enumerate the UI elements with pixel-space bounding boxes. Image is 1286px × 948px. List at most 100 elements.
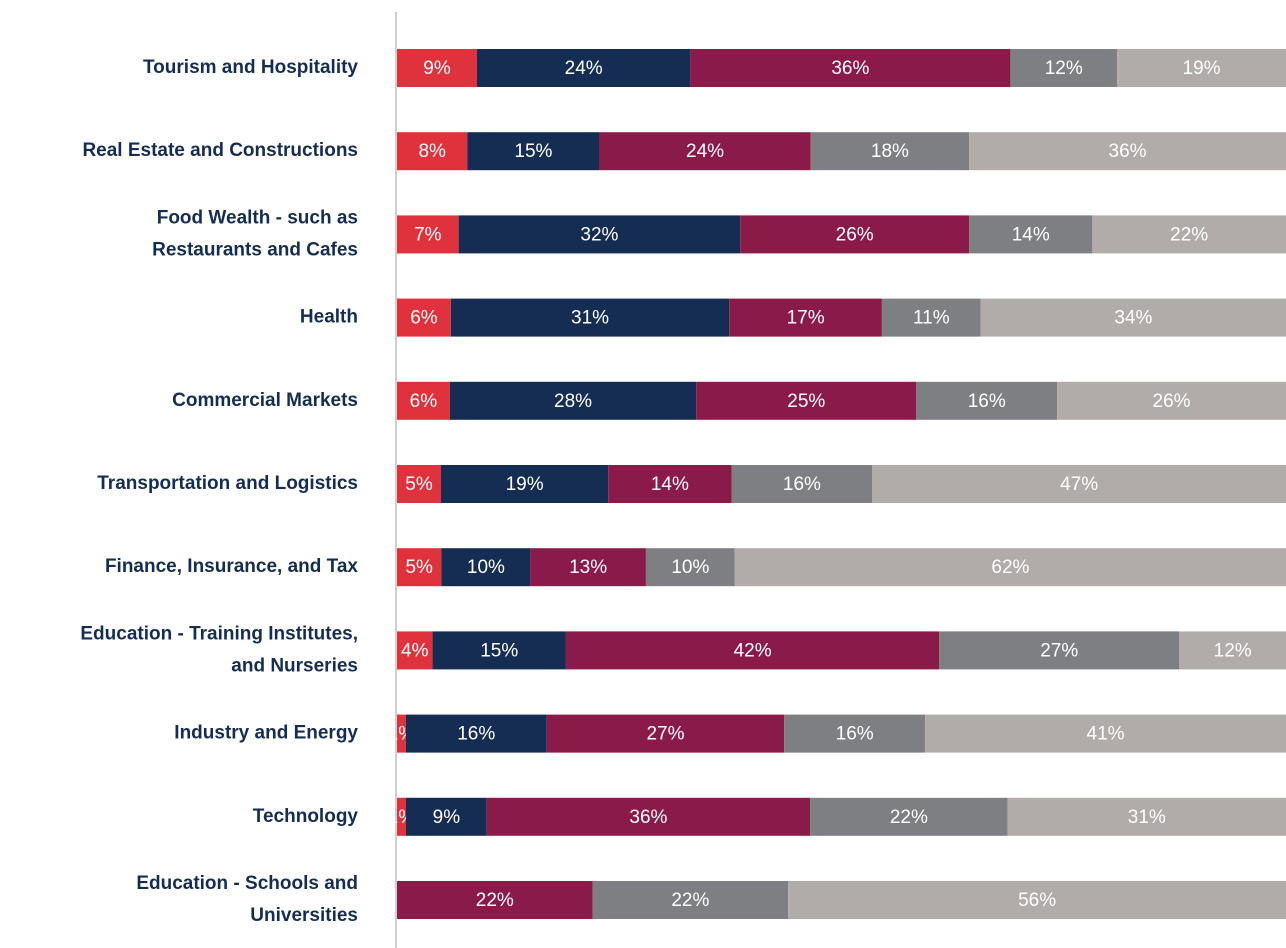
bar-segment — [565, 631, 940, 670]
bar-segment — [397, 132, 468, 171]
bar-segment — [441, 548, 531, 587]
value-label: 4% — [401, 640, 429, 661]
value-label: 62% — [991, 557, 1029, 578]
bar-segment — [788, 881, 1286, 919]
bar-segment — [546, 714, 785, 753]
bar-segment — [925, 714, 1286, 753]
value-label: 28% — [554, 391, 592, 412]
value-label: 10% — [467, 557, 505, 578]
value-label: 27% — [1040, 640, 1078, 661]
bar-segment — [405, 797, 487, 836]
category-label: Transportation and Logistics — [97, 473, 358, 494]
value-label: 25% — [787, 391, 825, 412]
bar-segment — [969, 132, 1286, 171]
bar-segment — [881, 298, 981, 337]
bar-segment — [441, 465, 609, 503]
bar-segment — [397, 548, 442, 587]
value-label: 41% — [1087, 724, 1125, 745]
value-label: 24% — [686, 141, 724, 162]
value-label: 26% — [1153, 391, 1191, 412]
value-label: 47% — [1060, 474, 1098, 495]
bar-segment — [731, 465, 873, 503]
value-label: 31% — [571, 308, 609, 329]
bar-segment — [397, 381, 450, 420]
value-label: 36% — [831, 58, 869, 79]
value-label: 36% — [1109, 141, 1147, 162]
value-label: 15% — [480, 640, 518, 661]
category-label: Food Wealth - such as Restaurants and Caf… — [152, 207, 358, 260]
bar-segment — [397, 298, 451, 337]
value-label: 19% — [1183, 58, 1221, 79]
value-label: 9% — [433, 807, 461, 828]
value-label: 31% — [1128, 807, 1166, 828]
bar-segment — [1057, 381, 1286, 420]
bar-segment — [696, 381, 917, 420]
value-label: 42% — [734, 640, 772, 661]
value-label: 16% — [457, 724, 495, 745]
bar-segment — [530, 548, 646, 587]
bar-segment — [969, 215, 1093, 254]
bar-segment — [784, 714, 926, 753]
value-label: 15% — [514, 141, 552, 162]
value-label: 8% — [418, 141, 446, 162]
value-label: 12% — [1214, 640, 1252, 661]
bar-segment — [980, 298, 1286, 337]
bar-segment — [1179, 631, 1286, 670]
value-label: 16% — [783, 474, 821, 495]
value-label: 26% — [836, 224, 874, 245]
value-label: 11% — [913, 308, 950, 329]
bar-segment — [397, 49, 478, 87]
value-label: 19% — [506, 474, 544, 495]
value-label: 34% — [1114, 308, 1152, 329]
category-label: Tourism and Hospitality — [143, 57, 358, 78]
value-label: 22% — [890, 807, 928, 828]
bar-segment — [1007, 797, 1286, 836]
category-label: Industry and Energy — [174, 723, 358, 744]
bar-segment — [740, 215, 970, 254]
bar-segment — [645, 548, 735, 587]
value-label: 27% — [646, 724, 684, 745]
bar-segment — [939, 631, 1180, 670]
bar-segment — [872, 465, 1286, 503]
value-label: 16% — [836, 724, 874, 745]
bar-segment — [397, 881, 593, 919]
category-label: Education - Schools and Universities — [136, 873, 358, 926]
value-label: 14% — [1012, 224, 1050, 245]
value-label: 5% — [405, 474, 433, 495]
bar-segment — [458, 215, 741, 254]
category-label: Finance, Insurance, and Tax — [105, 556, 358, 577]
bar-segment — [397, 714, 406, 753]
value-label: 22% — [476, 890, 514, 911]
bar-segment — [450, 298, 730, 337]
value-label: 6% — [410, 308, 438, 329]
value-label: 56% — [1018, 890, 1056, 911]
value-label: 5% — [405, 557, 433, 578]
bar-segment — [397, 797, 406, 836]
value-label: 32% — [580, 224, 618, 245]
bar-segment — [449, 381, 697, 420]
value-label: 12% — [1045, 58, 1083, 79]
bar-segment — [810, 132, 970, 171]
bar-segment — [810, 797, 1008, 836]
bar-segment — [1117, 49, 1286, 87]
bar-segment — [734, 548, 1286, 587]
category-label: Commercial Markets — [172, 390, 358, 411]
value-label: 24% — [565, 58, 603, 79]
bar-segment — [397, 631, 433, 670]
value-label: 22% — [1170, 224, 1208, 245]
bar-segment — [432, 631, 566, 670]
value-label: 13% — [569, 557, 607, 578]
bar-segment — [486, 797, 811, 836]
bar-segment — [467, 132, 600, 171]
bar-segment — [477, 49, 691, 87]
bar-segment — [1010, 49, 1118, 87]
bar-segment — [397, 465, 442, 503]
value-label: 9% — [423, 58, 451, 79]
bar-segment — [916, 381, 1058, 420]
bar-segment — [592, 881, 789, 919]
bar-segment — [690, 49, 1011, 87]
value-label: 10% — [671, 557, 709, 578]
value-label: 16% — [968, 391, 1006, 412]
category-label: Real Estate and Constructions — [82, 140, 358, 161]
